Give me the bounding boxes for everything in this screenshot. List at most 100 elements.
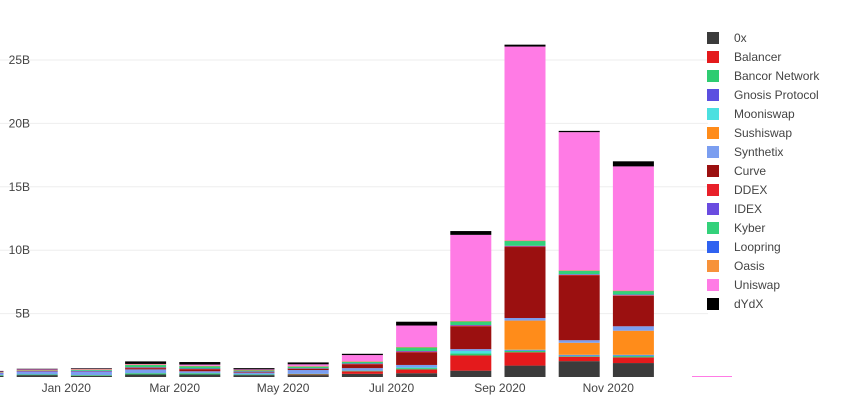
bar-segment[interactable]: Curve — Jul 2020: 1B (396, 352, 438, 365)
bar-segment[interactable]: DDEX — Jan 2020: 0.02B (70, 371, 112, 372)
bar-segment[interactable]: DDEX — Oct 2020: 0.05B (558, 274, 600, 276)
bar-segment[interactable]: 0x — Nov 2020: 1.1B (612, 363, 654, 377)
bar-segment[interactable]: Oasis — Dec 2019: 0.01B (16, 370, 58, 371)
legend-item[interactable]: Uniswap (707, 278, 780, 292)
bar-segment[interactable]: Kyber — Nov 2020: 0.3B (612, 290, 654, 295)
bar-segment[interactable]: 0x — Apr 2020: 0.15B (233, 375, 275, 377)
bar-segment[interactable]: Oasis — Nov 2020: 0.01B (612, 290, 654, 292)
bar-segment[interactable]: Balancer — Jun 2020: 0.2B (341, 371, 383, 374)
bar-segment[interactable]: IDEX — Oct 2020: 0.05B (558, 274, 600, 275)
bar-segment[interactable]: IDEX — Dec 2019: 0.02B (16, 370, 58, 372)
bar-segment[interactable]: dYdX — Nov 2019: 0.05B (0, 370, 4, 372)
bar-segment[interactable]: Mooniswap — Sep 2020: 0.05B (504, 349, 546, 351)
bar-segment[interactable]: IDEX — Jun 2020: 0.02B (341, 363, 383, 364)
bar-segment[interactable]: Uniswap — Jul 2020: 1.7B (396, 325, 438, 348)
bar-segment[interactable]: dYdX — May 2020: 0.15B (287, 362, 329, 365)
bar-segment[interactable]: Uniswap — Sep 2020: 15.3B (504, 46, 546, 241)
legend-item[interactable]: 0x (707, 31, 747, 45)
bar-segment[interactable]: Curve — Jun 2020: 0.3B (341, 364, 383, 369)
bar-segment[interactable]: Synthetix — Nov 2019: 0.15B (0, 373, 4, 376)
bar-segment[interactable]: Kyber — May 2020: 0.15B (287, 366, 329, 369)
bar-stack[interactable]: 0x — Dec 2019: 0.15BBancor Network — Dec… (16, 368, 58, 377)
bar-segment[interactable]: Mooniswap — Aug 2020: 0.2B (450, 351, 492, 354)
bar-segment[interactable]: 0x — May 2020: 0.15B (287, 375, 329, 377)
bar-segment[interactable]: Bancor Network — Apr 2020: 0.05B (233, 374, 275, 376)
bar-segment[interactable]: Uniswap — Dec 2019: 0.05B (16, 369, 58, 371)
bar-segment[interactable]: Oasis — Feb 2020: 0.01B (125, 364, 167, 366)
bar-segment[interactable]: 0x — Sep 2020: 0.9B (504, 365, 546, 377)
bar-segment[interactable]: IDEX — Sep 2020: 0.05B (504, 245, 546, 247)
bar-segment[interactable]: Mooniswap — Oct 2020: 0.05B (558, 354, 600, 356)
bar-segment[interactable]: DDEX — Feb 2020: 0.05B (125, 367, 167, 369)
bar-segment[interactable]: Kyber — Jul 2020: 0.3B (396, 347, 438, 352)
bar-segment[interactable]: DDEX — Jul 2020: 0.05B (396, 351, 438, 353)
bar-segment[interactable]: IDEX — May 2020: 0.02B (287, 368, 329, 369)
bar-segment[interactable]: Curve — Aug 2020: 1.8B (450, 326, 492, 350)
bar-segment[interactable]: 0x — Nov 2019: 0.1B (0, 375, 4, 377)
bar-segment[interactable]: Kyber — Aug 2020: 0.3B (450, 321, 492, 326)
bar-segment[interactable]: DDEX — Apr 2020: 0.02B (233, 371, 275, 373)
bar-segment[interactable]: Kyber — Feb 2020: 0.2B (125, 364, 167, 368)
bar-segment[interactable]: Kyber — Apr 2020: 0.1B (233, 370, 275, 372)
legend-item[interactable]: IDEX (707, 202, 762, 216)
bar-segment[interactable]: IDEX — Aug 2020: 0.05B (450, 325, 492, 326)
bar-segment[interactable]: Synthetix — Jul 2020: 0.2B (396, 364, 438, 368)
bar-segment[interactable]: Kyber — Oct 2020: 0.3B (558, 270, 600, 275)
bar-segment[interactable]: dYdX — Nov 2020: 0.4B (612, 161, 654, 167)
bar-segment[interactable]: Bancor Network — Jan 2020: 0.05B (70, 375, 112, 376)
bar-segment[interactable]: 0x — Jan 2020: 0.1B (70, 375, 112, 377)
legend-item[interactable]: Kyber (707, 221, 765, 235)
bar-segment[interactable]: 0x — Jun 2020: 0.25B (341, 373, 383, 377)
bar-segment[interactable]: Balancer — Aug 2020: 1.2B (450, 355, 492, 371)
bar-segment[interactable]: 0x — Aug 2020: 0.5B (450, 370, 492, 377)
bar-segment[interactable]: Uniswap — Oct 2020: 10.9B (558, 132, 600, 271)
bar-segment[interactable]: 0x — Feb 2020: 0.2B (125, 374, 167, 377)
bar-segment[interactable]: Synthetix — Dec 2019: 0.25B (16, 371, 58, 375)
bar-segment[interactable]: Oasis — Jan 2020: 0.01B (70, 369, 112, 370)
bar-segment[interactable]: DDEX — May 2020: 0.02B (287, 368, 329, 370)
bar-stack[interactable]: 0x — Jan 2020: 0.1BBancor Network — Jan … (70, 368, 112, 377)
bar-segment[interactable]: 0x — Dec 2019: 0.15B (16, 375, 58, 377)
bar-segment[interactable]: Bancor Network — Nov 2020: 0.1B (612, 356, 654, 358)
bar-stack[interactable]: 0x — Oct 2020: 1.25BBalancer — Oct 2020:… (558, 130, 600, 377)
bar-segment[interactable]: Kyber — Jun 2020: 0.15B (341, 361, 383, 364)
bar-segment[interactable]: Uniswap — Jun 2020: 0.5B (341, 355, 383, 362)
bar-segment[interactable]: Synthetix — May 2020: 0.3B (287, 370, 329, 374)
bar-segment[interactable]: Uniswap — Jan 2020: 0.05B (70, 368, 112, 370)
legend-item[interactable]: Loopring (707, 240, 781, 254)
bar-segment[interactable]: Synthetix — Mar 2020: 0.15B (179, 371, 221, 374)
bar-segment[interactable]: Sushiswap — Oct 2020: 0.95B (558, 342, 600, 355)
bar-segment[interactable]: dYdX — Mar 2020: 0.2B (179, 362, 221, 365)
bar-segment[interactable]: Bancor Network — Jul 2020: 0.1B (396, 368, 438, 370)
bar-segment[interactable]: Oasis — Jul 2020: 0.01B (396, 347, 438, 348)
bar-segment[interactable]: dYdX — Dec 2019: 0.05B (16, 368, 58, 370)
bar-segment[interactable]: Curve — Mar 2020: 0.15B (179, 369, 221, 372)
legend-item[interactable]: Curve (707, 164, 766, 178)
bar-stack[interactable]: 0x — Nov 2020: 1.1BBalancer — Nov 2020: … (612, 161, 654, 377)
bar-segment[interactable]: dYdX — Oct 2020: 0.1B (558, 130, 600, 133)
legend-item[interactable]: dYdX (707, 297, 763, 311)
bar-segment[interactable]: Mooniswap — Nov 2020: 0.05B (612, 354, 654, 356)
bar-stack[interactable]: 0x — Nov 2019: 0.1BBancor Network — Nov … (0, 370, 4, 377)
bar-segment[interactable]: Bancor Network — Mar 2020: 0.1B (179, 373, 221, 375)
bar-segment[interactable]: Bancor Network — May 2020: 0.05B (287, 373, 329, 375)
legend-item[interactable]: Balancer (707, 50, 781, 64)
bar-stack[interactable]: 0x — Jul 2020: 0.3BBalancer — Jul 2020: … (396, 321, 438, 377)
bar-segment[interactable]: IDEX — Nov 2019: 0.02B (0, 372, 4, 374)
bar-segment[interactable]: Oasis — May 2020: 0.01B (287, 366, 329, 367)
bar-segment[interactable]: Kyber — Jan 2020: 0.1B (70, 369, 112, 371)
bar-segment[interactable]: Balancer — Nov 2020: 0.45B (612, 357, 654, 364)
bar-stack[interactable]: 0x — Sep 2020: 0.9BBalancer — Sep 2020: … (504, 44, 546, 377)
bar-stack[interactable]: 0x — Apr 2020: 0.15BBancor Network — Apr… (233, 368, 275, 377)
bar-segment[interactable]: Bancor Network — Dec 2019: 0.05B (16, 374, 58, 376)
legend-item[interactable]: Bancor Network (707, 69, 820, 83)
bar-segment[interactable]: Synthetix — Oct 2020: 0.2B (558, 340, 600, 343)
bar-segment[interactable]: Bancor Network — Nov 2019: 0.05B (0, 375, 4, 376)
bar-stack[interactable]: 0x — Jun 2020: 0.25BBalancer — Jun 2020:… (341, 353, 383, 377)
bar-segment[interactable]: Bancor Network — Jun 2020: 0.05B (341, 370, 383, 372)
bar-segment[interactable]: Balancer — Oct 2020: 0.35B (558, 356, 600, 362)
bar-segment[interactable]: DDEX — Dec 2019: 0.02B (16, 371, 58, 372)
legend-item[interactable]: Oasis (707, 259, 765, 273)
bar-segment[interactable]: Oasis — Sep 2020: 0.01B (504, 240, 546, 242)
bar-segment[interactable]: Synthetix — Aug 2020: 0.15B (450, 349, 492, 352)
